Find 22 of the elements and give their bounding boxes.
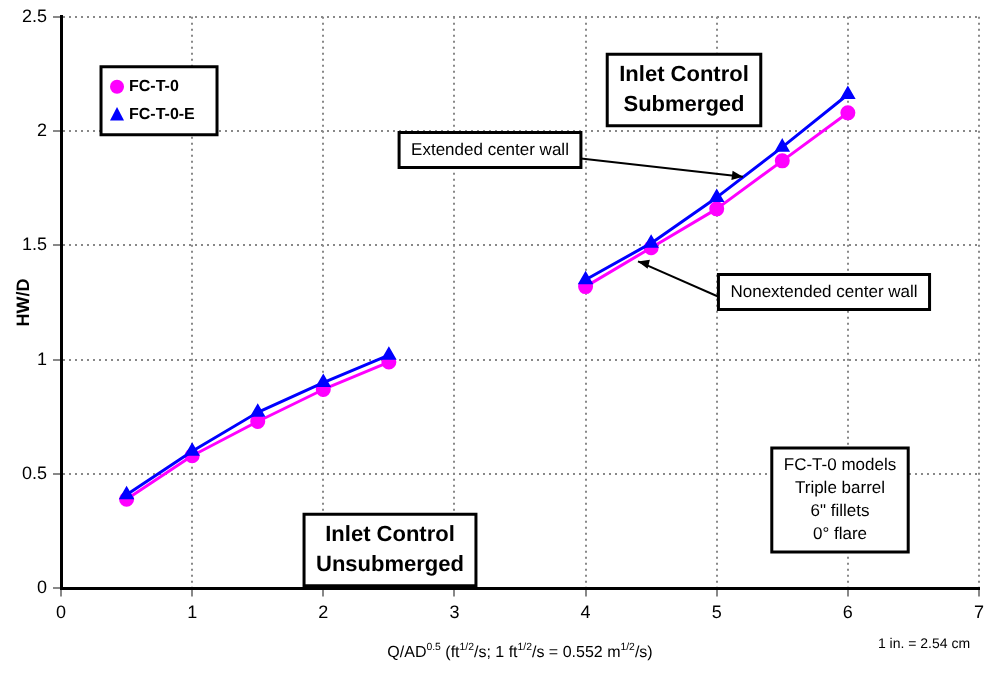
x-tick-label: 3 [449,602,460,623]
annotation: Inlet Control Submerged [619,63,749,117]
y-tick-label: 2.5 [21,5,48,26]
x-tick-label: 7 [973,602,985,623]
legend-label: FC-T-0-E [129,105,197,124]
y-tick-label: 1.5 [21,234,48,255]
x-tick-label: 4 [580,602,591,623]
y-tick-label: 0.5 [21,463,48,484]
annotation: Nonextended center wall [730,280,918,301]
x-tick-label: 1 [187,602,198,623]
annotation: Extended center wall [411,138,570,159]
x-tick-label: 2 [318,602,329,623]
y-tick-label: 1 [36,348,48,369]
y-tick-label: 0 [36,577,48,598]
x-tick-label: 6 [842,602,853,623]
y-axis-title: HW/D [12,277,33,327]
legend-label: FC-T-0 [129,77,180,96]
x-tick-label: 5 [711,602,722,623]
x-tick-label: 0 [56,602,67,623]
y-tick-label: 2 [36,120,48,141]
annotation: Inlet Control Unsubmerged [316,523,464,577]
annotation: FC-T-0 models Triple barrel 6" fillets 0° flare [783,454,897,544]
